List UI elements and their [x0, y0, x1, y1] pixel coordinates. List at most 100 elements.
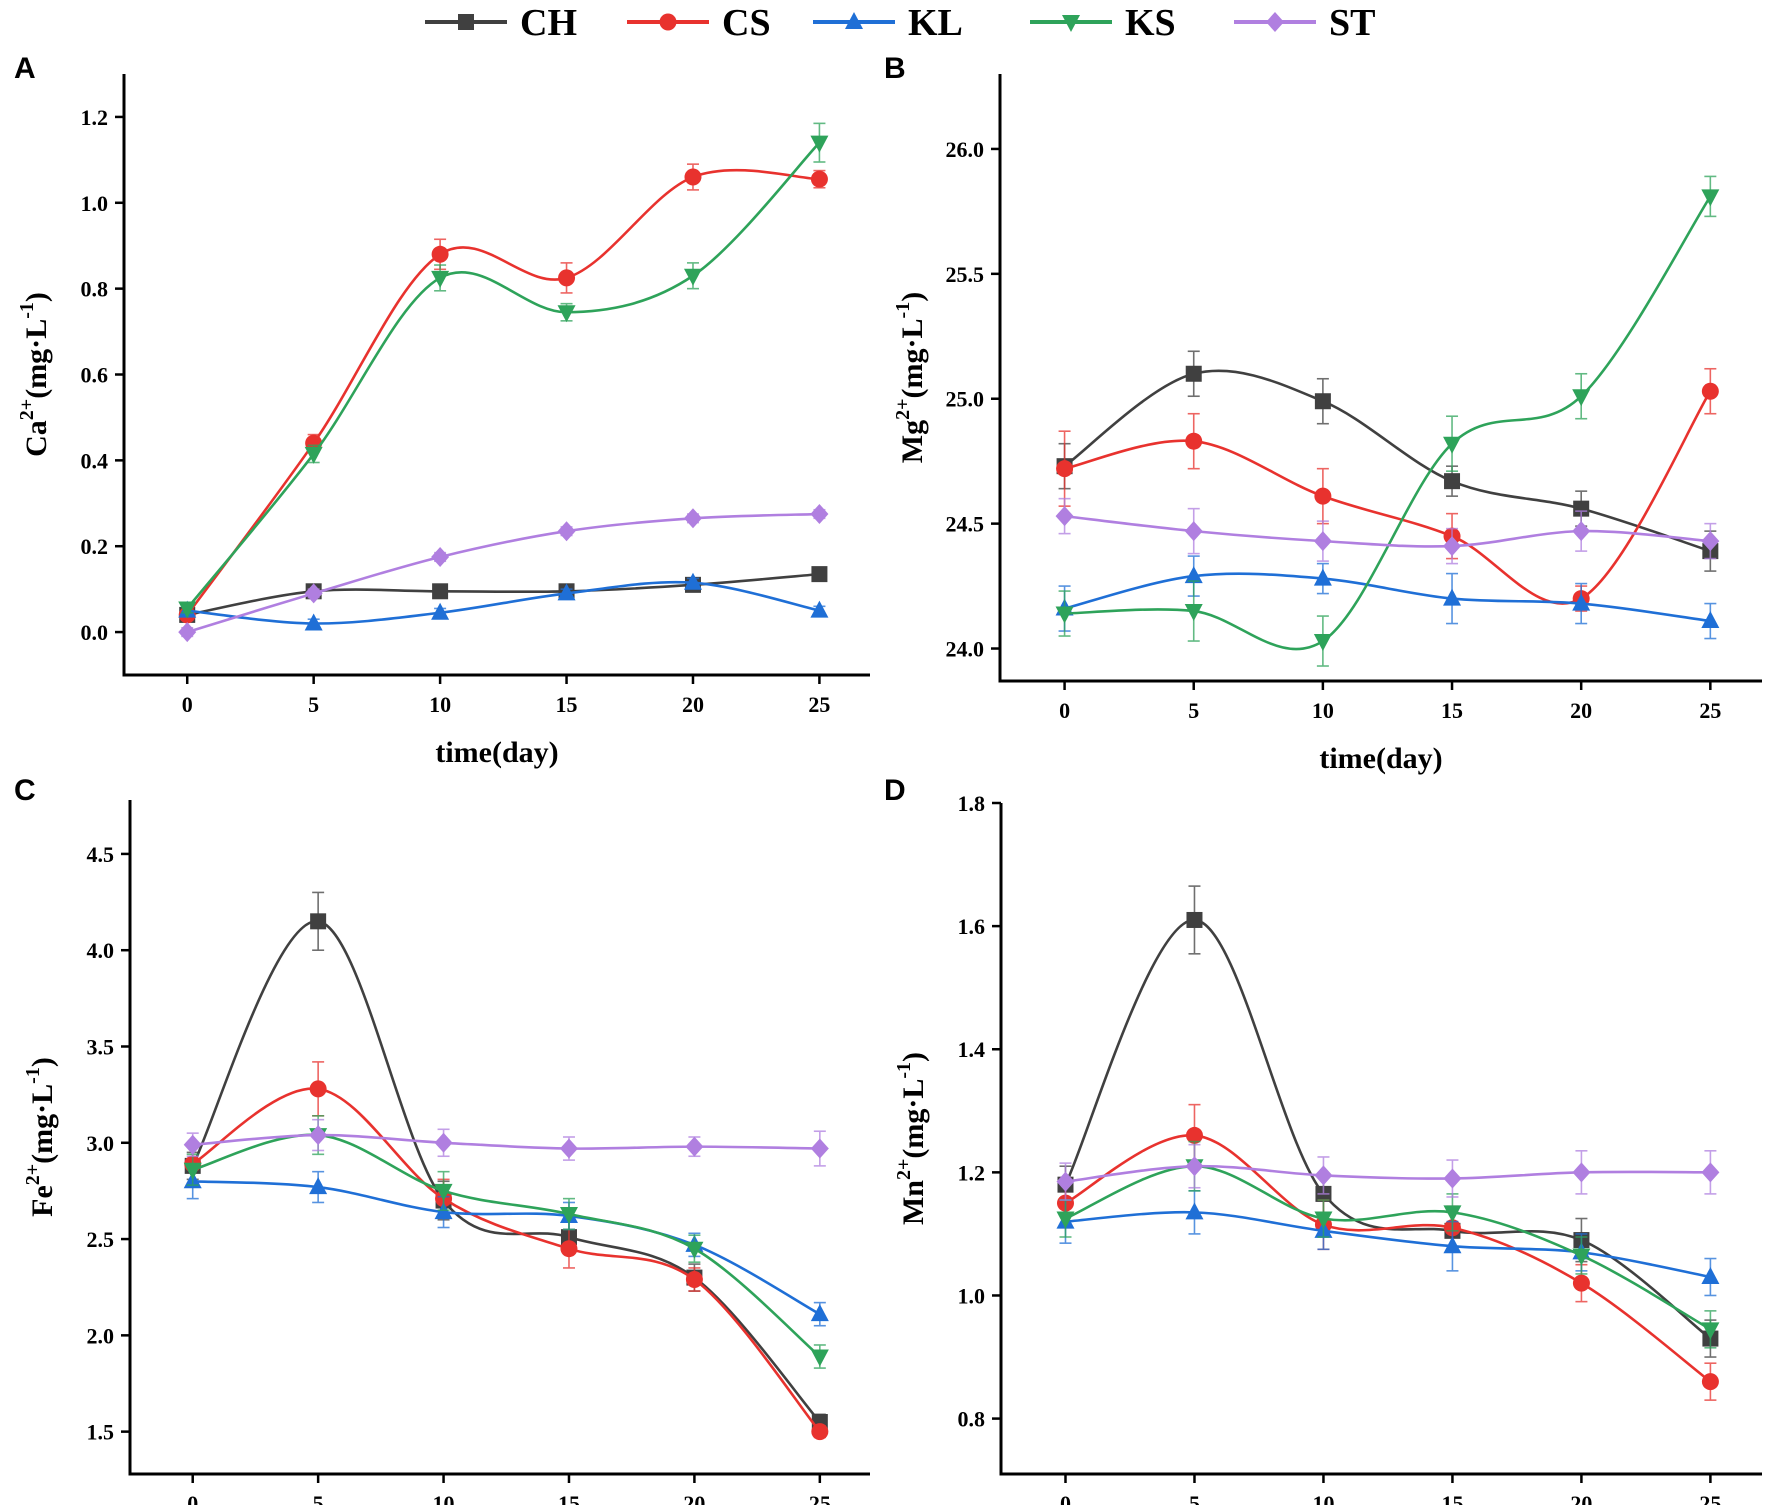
y-tick-label: 1.5 — [87, 1420, 115, 1445]
series-st — [183, 1118, 829, 1167]
y-tick-label: 2.5 — [87, 1227, 115, 1252]
x-tick-label: 20 — [1570, 698, 1592, 723]
y-title-close: ) — [20, 292, 53, 302]
x-tick-label: 10 — [429, 692, 451, 717]
data-point — [1572, 1274, 1590, 1292]
data-point — [1184, 566, 1203, 584]
data-point — [1185, 1126, 1203, 1144]
data-point — [683, 268, 702, 286]
x-tick-label: 0 — [182, 692, 193, 717]
data-point — [310, 913, 327, 930]
legend-label: ST — [1329, 2, 1375, 44]
data-point — [304, 446, 323, 464]
x-tick-label: 5 — [1188, 698, 1199, 723]
y-tick-label: 25.5 — [946, 262, 985, 287]
legend-marker — [845, 12, 863, 29]
data-point — [1701, 1322, 1720, 1340]
data-point — [685, 1136, 704, 1157]
series-line — [186, 512, 820, 634]
data-point — [557, 583, 576, 601]
y-title-ion: Mn — [897, 1180, 930, 1225]
y-title-unit-exp: -1 — [893, 1062, 915, 1079]
y-tick-label: 24.5 — [946, 512, 985, 537]
legend-label: CS — [722, 2, 771, 44]
data-point — [684, 168, 702, 186]
x-tick-label: 15 — [556, 692, 578, 717]
y-tick-label: 0.8 — [81, 277, 109, 302]
series-line — [1063, 369, 1711, 553]
data-point — [1443, 536, 1462, 557]
data-point — [431, 270, 450, 288]
data-point — [1314, 393, 1331, 410]
series-line — [187, 580, 820, 625]
data-point — [1444, 473, 1461, 490]
legend-item-ch: CH — [425, 2, 577, 44]
y-title-ion: Mg — [896, 420, 929, 463]
panel-letter: B — [884, 52, 906, 85]
data-point — [557, 521, 576, 542]
y-tick-label: 1.6 — [958, 914, 986, 939]
series-line — [1065, 1164, 1711, 1183]
data-point — [1443, 1205, 1462, 1223]
data-point — [557, 305, 576, 323]
data-point — [1572, 389, 1591, 407]
x-tick-label: 0 — [1059, 698, 1070, 723]
y-title-unit-exp: -1 — [16, 302, 38, 319]
legend-label: KS — [1125, 2, 1176, 44]
data-point — [432, 583, 449, 600]
data-point — [1186, 911, 1203, 928]
data-point — [431, 546, 450, 567]
y-title-charge: 2+ — [892, 398, 914, 419]
x-tick-label: 10 — [1312, 1491, 1334, 1505]
y-title-unit: (mg·L — [897, 1079, 930, 1159]
y-title-ion: Ca — [20, 420, 53, 457]
legend-marker — [1062, 15, 1080, 32]
x-axis-title: time(day) — [1319, 742, 1442, 775]
data-point — [1573, 500, 1590, 517]
y-title-ion: Fe — [26, 1185, 59, 1217]
data-point — [1701, 382, 1719, 400]
y-axis-title: Fe2+(mg·L-1) — [22, 1057, 59, 1217]
series-st — [178, 504, 829, 643]
data-point — [1314, 487, 1332, 505]
data-point — [1313, 568, 1332, 586]
y-title-unit-exp: -1 — [892, 302, 914, 319]
series-line — [1065, 1164, 1712, 1331]
x-tick-label: 10 — [1312, 698, 1334, 723]
panel-d: D05101520250.81.01.21.41.61.8time(day)Mn… — [884, 774, 1762, 1505]
data-point — [178, 601, 197, 619]
series-kl — [1055, 555, 1720, 640]
data-point — [559, 1207, 578, 1225]
series-line — [1064, 1134, 1712, 1383]
data-point — [1443, 588, 1462, 606]
data-point — [685, 1241, 704, 1259]
data-point — [309, 1177, 328, 1195]
series-line — [1065, 1210, 1711, 1279]
data-point — [309, 1125, 328, 1146]
data-point — [178, 622, 197, 643]
data-point — [560, 1240, 578, 1258]
y-tick-label: 3.5 — [87, 1034, 115, 1059]
x-tick-label: 15 — [1441, 1491, 1463, 1505]
x-tick-label: 5 — [308, 692, 319, 717]
y-tick-label: 1.8 — [958, 791, 986, 816]
data-point — [1572, 521, 1591, 542]
y-title-unit: (mg·L — [896, 318, 929, 398]
x-tick-label: 25 — [808, 692, 830, 717]
x-tick-label: 25 — [1699, 1491, 1721, 1505]
legend-item-cs: CS — [627, 2, 771, 44]
panel-c: C05101520251.52.02.53.03.54.04.5time(day… — [14, 774, 870, 1505]
legend-label: KL — [908, 2, 963, 44]
data-point — [434, 1183, 453, 1201]
series-ks — [178, 122, 829, 619]
panel-letter: D — [884, 774, 906, 807]
data-point — [1701, 1373, 1719, 1391]
x-tick-label: 0 — [187, 1491, 198, 1505]
y-tick-label: 1.0 — [958, 1283, 986, 1308]
data-point — [1572, 593, 1591, 611]
data-point — [1055, 506, 1074, 527]
data-point — [1572, 1162, 1591, 1183]
legend-marker — [659, 13, 677, 31]
data-point — [683, 508, 702, 529]
